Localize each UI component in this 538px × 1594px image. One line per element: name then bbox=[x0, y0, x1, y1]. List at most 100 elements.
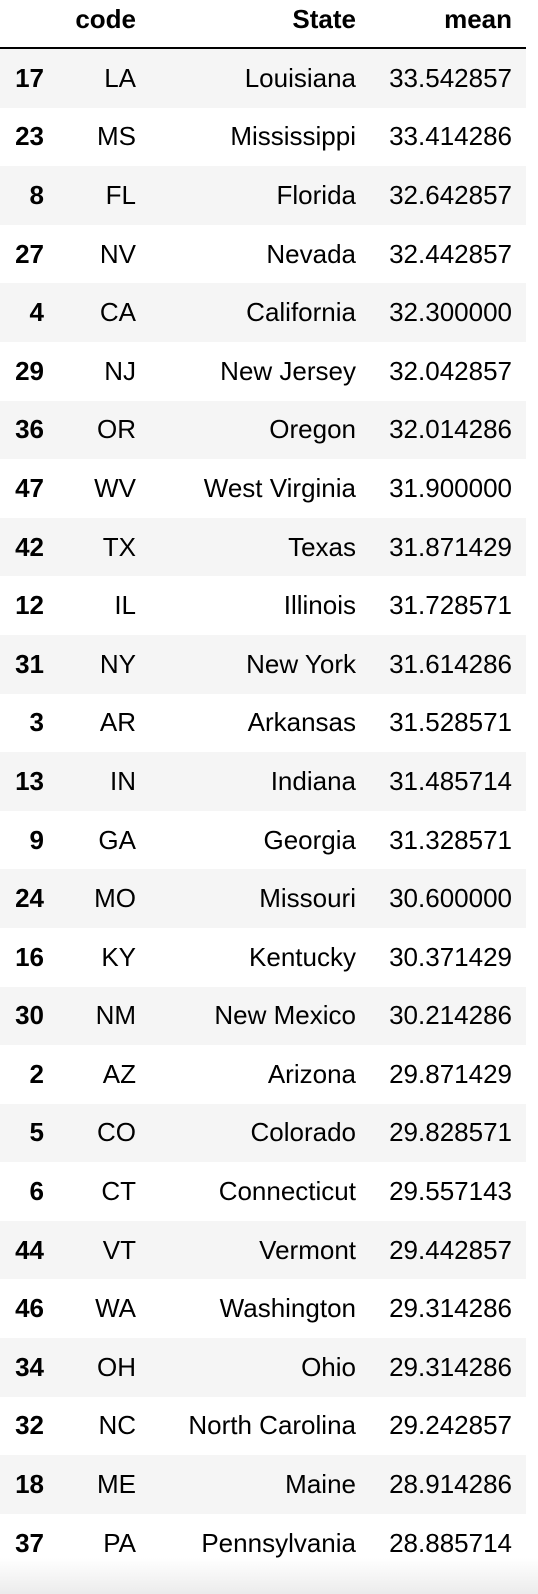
cell-mean: 33.542857 bbox=[389, 62, 512, 93]
row-index: 3 bbox=[29, 707, 44, 738]
cell-code: IL bbox=[114, 590, 136, 621]
table-row: 12 IL Illinois 31.728571 bbox=[0, 576, 526, 635]
cell-mean: 33.414286 bbox=[389, 121, 512, 152]
cell-code: NY bbox=[99, 648, 136, 679]
row-index: 18 bbox=[15, 1469, 44, 1500]
cell-mean: 28.914286 bbox=[389, 1469, 512, 1500]
row-index: 6 bbox=[29, 1176, 44, 1207]
table-row: 34 OH Ohio 29.314286 bbox=[0, 1338, 526, 1397]
table-row: 47 WV West Virginia 31.900000 bbox=[0, 459, 526, 518]
cell-mean: 30.371429 bbox=[389, 941, 512, 972]
row-index: 30 bbox=[15, 1000, 44, 1031]
row-index: 23 bbox=[15, 121, 44, 152]
cell-code: MO bbox=[94, 883, 136, 914]
cell-mean: 31.614286 bbox=[389, 648, 512, 679]
header-state: State bbox=[292, 4, 356, 34]
row-index: 29 bbox=[15, 355, 44, 386]
cell-mean: 31.485714 bbox=[389, 765, 512, 796]
row-index: 13 bbox=[15, 765, 44, 796]
cell-state: West Virginia bbox=[203, 472, 356, 503]
dataframe-table: code State mean 17 LA Louisiana 33.542857 23… bbox=[0, 0, 526, 1573]
cell-state: Kentucky bbox=[249, 941, 356, 972]
table-row: 9 GA Georgia 31.328571 bbox=[0, 810, 526, 870]
cell-state: California bbox=[246, 297, 356, 328]
table-row: 27 NV Nevada 32.442857 bbox=[0, 224, 526, 284]
cell-state: Missouri bbox=[259, 883, 356, 914]
cell-code: MS bbox=[97, 121, 136, 152]
cell-mean: 31.900000 bbox=[389, 472, 512, 503]
cell-mean: 31.528571 bbox=[389, 707, 512, 738]
cell-code: LA bbox=[104, 62, 136, 93]
row-index: 5 bbox=[29, 1117, 44, 1148]
cell-state: Illinois bbox=[283, 590, 356, 621]
cell-mean: 29.871429 bbox=[389, 1058, 512, 1089]
header-code: code bbox=[75, 4, 136, 34]
cell-mean: 29.242857 bbox=[389, 1410, 512, 1441]
header-mean: mean bbox=[444, 4, 512, 34]
table-row: 44 VT Vermont 29.442857 bbox=[0, 1220, 526, 1280]
table-row: 5 CO Colorado 29.828571 bbox=[0, 1103, 526, 1163]
cell-state: New Jersey bbox=[220, 355, 356, 386]
cell-mean: 31.728571 bbox=[389, 590, 512, 621]
table-row: 18 ME Maine 28.914286 bbox=[0, 1455, 526, 1514]
cell-code: CA bbox=[99, 297, 136, 328]
cell-code: NV bbox=[99, 238, 136, 269]
cell-state: New Mexico bbox=[214, 1000, 356, 1031]
table-row: 30 NM New Mexico 30.214286 bbox=[0, 986, 526, 1046]
table-header-row: code State mean bbox=[0, 0, 526, 49]
cell-code: NC bbox=[98, 1410, 136, 1441]
cell-state: Ohio bbox=[301, 1351, 356, 1382]
row-index: 2 bbox=[29, 1058, 44, 1089]
cell-state: Arkansas bbox=[247, 707, 356, 738]
cell-state: Georgia bbox=[263, 824, 357, 855]
cell-mean: 30.600000 bbox=[389, 883, 512, 914]
table-row: 23 MS Mississippi 33.414286 bbox=[0, 107, 526, 167]
cell-mean: 32.642857 bbox=[389, 179, 512, 210]
cell-code: GA bbox=[98, 824, 136, 855]
cell-code: CO bbox=[97, 1117, 136, 1148]
cell-code: IN bbox=[110, 765, 136, 796]
cell-state: Nevada bbox=[266, 238, 356, 269]
cell-code: CT bbox=[101, 1176, 136, 1207]
cell-mean: 31.328571 bbox=[389, 824, 512, 855]
cell-state: Washington bbox=[219, 1293, 356, 1324]
cell-mean: 28.885714 bbox=[389, 1527, 512, 1558]
row-index: 16 bbox=[15, 941, 44, 972]
cell-code: WA bbox=[95, 1293, 136, 1324]
row-index: 12 bbox=[15, 590, 44, 621]
table-row: 36 OR Oregon 32.014286 bbox=[0, 400, 526, 460]
cell-state: Colorado bbox=[250, 1117, 356, 1148]
cell-mean: 32.042857 bbox=[389, 355, 512, 386]
cell-state: North Carolina bbox=[188, 1410, 356, 1441]
table-row: 3 AR Arkansas 31.528571 bbox=[0, 693, 526, 753]
cell-code: PA bbox=[103, 1527, 136, 1558]
cell-code: WV bbox=[94, 472, 136, 503]
table-row: 29 NJ New Jersey 32.042857 bbox=[0, 341, 526, 401]
table-row: 46 WA Washington 29.314286 bbox=[0, 1279, 526, 1339]
row-index: 37 bbox=[15, 1527, 44, 1558]
table-row: 16 KY Kentucky 30.371429 bbox=[0, 927, 526, 987]
row-index: 31 bbox=[15, 648, 44, 679]
cell-state: Indiana bbox=[270, 765, 356, 796]
cell-state: Vermont bbox=[259, 1234, 356, 1265]
row-index: 9 bbox=[29, 824, 44, 855]
table-row: 4 CA California 32.300000 bbox=[0, 283, 526, 342]
cell-mean: 32.300000 bbox=[389, 297, 512, 328]
cell-mean: 29.557143 bbox=[389, 1176, 512, 1207]
cell-state: Texas bbox=[288, 531, 356, 562]
cell-state: Pennsylvania bbox=[201, 1527, 356, 1558]
cell-state: New York bbox=[246, 648, 356, 679]
cell-code: KY bbox=[101, 941, 136, 972]
row-index: 34 bbox=[15, 1351, 44, 1382]
cell-mean: 29.442857 bbox=[389, 1234, 512, 1265]
cell-mean: 29.828571 bbox=[389, 1117, 512, 1148]
cell-state: Arizona bbox=[267, 1058, 356, 1089]
row-index: 47 bbox=[15, 472, 44, 503]
table-body: 17 LA Louisiana 33.542857 23 MS Mississippi 33.… bbox=[0, 49, 526, 1573]
cell-state: Maine bbox=[285, 1469, 356, 1500]
row-index: 32 bbox=[15, 1410, 44, 1441]
cell-code: ME bbox=[97, 1469, 136, 1500]
table-row: 37 PA Pennsylvania 28.885714 bbox=[0, 1513, 526, 1573]
row-index: 4 bbox=[29, 297, 44, 328]
cell-code: VT bbox=[102, 1234, 136, 1265]
